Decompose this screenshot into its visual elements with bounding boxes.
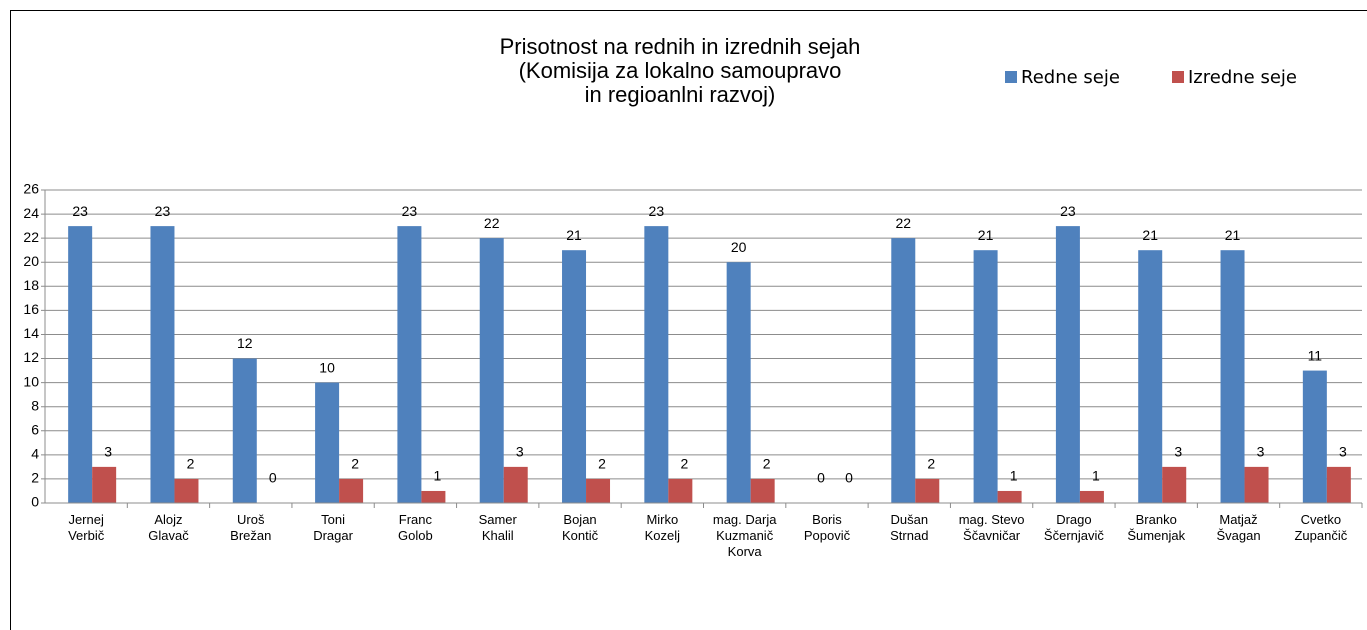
y-tick-label: 22 xyxy=(23,229,39,245)
y-tick-label: 8 xyxy=(31,397,39,413)
value-label: 23 xyxy=(1060,203,1076,219)
bar xyxy=(644,226,669,503)
bar xyxy=(726,262,751,503)
x-tick-label: Jernej Verbič xyxy=(68,512,105,543)
x-tick-label: Branko Šumenjak xyxy=(1127,512,1185,543)
bar xyxy=(339,478,364,503)
x-tick-label: Toni Dragar xyxy=(313,512,353,543)
x-tick-label: Cvetko Zupančič xyxy=(1294,512,1347,543)
bar xyxy=(562,250,587,503)
bar xyxy=(1079,490,1104,503)
value-label: 11 xyxy=(1308,347,1323,363)
bar xyxy=(1244,466,1269,503)
value-label: 2 xyxy=(598,456,606,472)
value-label: 3 xyxy=(1174,444,1182,460)
value-label: 12 xyxy=(237,335,253,351)
value-label: 2 xyxy=(680,456,688,472)
value-label: 23 xyxy=(649,203,665,219)
y-tick-label: 4 xyxy=(31,446,39,462)
bar xyxy=(997,490,1022,503)
value-label: 22 xyxy=(484,215,500,231)
value-label: 3 xyxy=(1339,444,1347,460)
x-tick-label: Matjaž Švagan xyxy=(1216,512,1260,543)
y-tick-label: 6 xyxy=(31,421,39,437)
legend-label: Izredne seje xyxy=(1188,67,1297,88)
x-tick-label: Mirko Kozelj xyxy=(645,512,681,543)
value-label: 22 xyxy=(895,215,911,231)
y-tick-label: 24 xyxy=(23,205,39,221)
bar xyxy=(174,478,199,503)
value-label: 0 xyxy=(845,470,853,486)
value-label: 20 xyxy=(731,239,747,255)
value-label: 3 xyxy=(516,444,524,460)
legend-swatch xyxy=(1005,71,1017,83)
value-label: 23 xyxy=(402,203,418,219)
value-label: 2 xyxy=(187,456,195,472)
y-tick-label: 20 xyxy=(23,253,39,269)
y-tick-label: 0 xyxy=(31,494,39,510)
value-label: 10 xyxy=(319,359,335,375)
value-label: 1 xyxy=(434,468,442,484)
x-tick-label: mag. Darja Kuzmanič Korva xyxy=(713,512,777,559)
bar xyxy=(668,478,693,503)
bar xyxy=(1326,466,1351,503)
bar xyxy=(973,250,998,503)
bar xyxy=(68,226,93,503)
x-tick-label: Drago Ščernjavič xyxy=(1044,512,1104,543)
x-tick-label: Samer Khalil xyxy=(479,512,518,543)
value-label: 2 xyxy=(927,456,935,472)
x-tick-label: Boris Popovič xyxy=(804,512,851,543)
value-label: 21 xyxy=(1142,227,1158,243)
value-label: 1 xyxy=(1010,468,1018,484)
bar xyxy=(397,226,422,503)
y-tick-label: 26 xyxy=(23,181,39,197)
bar xyxy=(1220,250,1245,503)
y-tick-label: 14 xyxy=(23,325,39,341)
bar xyxy=(503,466,528,503)
y-tick-label: 12 xyxy=(23,349,39,365)
bar xyxy=(315,382,340,503)
bar xyxy=(1138,250,1163,503)
x-tick-label: Franc Golob xyxy=(398,512,433,543)
x-tick-label: Uroš Brežan xyxy=(230,512,271,543)
bar xyxy=(915,478,940,503)
value-label: 21 xyxy=(566,227,582,243)
bar xyxy=(421,490,446,503)
bar xyxy=(1055,226,1080,503)
bar xyxy=(479,238,504,503)
bar xyxy=(92,466,117,503)
value-label: 21 xyxy=(978,227,994,243)
y-tick-label: 2 xyxy=(31,470,39,486)
value-label: 23 xyxy=(155,203,171,219)
value-label: 0 xyxy=(817,470,825,486)
value-label: 3 xyxy=(1257,444,1265,460)
x-tick-label: mag. Stevo Ščavničar xyxy=(959,512,1025,543)
value-label: 2 xyxy=(351,456,359,472)
value-label: 3 xyxy=(104,444,112,460)
value-label: 0 xyxy=(269,470,277,486)
bar xyxy=(150,226,175,503)
bar xyxy=(891,238,916,503)
y-tick-label: 16 xyxy=(23,301,39,317)
value-label: 23 xyxy=(72,203,88,219)
bar xyxy=(750,478,775,503)
bar xyxy=(1162,466,1187,503)
value-label: 1 xyxy=(1092,468,1100,484)
y-tick-label: 10 xyxy=(23,373,39,389)
value-label: 21 xyxy=(1225,227,1241,243)
bar xyxy=(586,478,611,503)
y-tick-label: 18 xyxy=(23,277,39,293)
x-tick-label: Dušan Strnad xyxy=(890,512,928,543)
legend-label: Redne seje xyxy=(1021,67,1120,88)
bar xyxy=(1302,370,1327,503)
bar xyxy=(232,358,257,503)
chart-frame xyxy=(10,10,1367,630)
chart-title: Prisotnost na rednih in izrednih sejah (K… xyxy=(500,34,861,107)
legend-swatch xyxy=(1172,71,1184,83)
x-tick-label: Bojan Kontič xyxy=(562,512,599,543)
x-tick-label: Alojz Glavač xyxy=(148,512,189,543)
value-label: 2 xyxy=(763,456,771,472)
